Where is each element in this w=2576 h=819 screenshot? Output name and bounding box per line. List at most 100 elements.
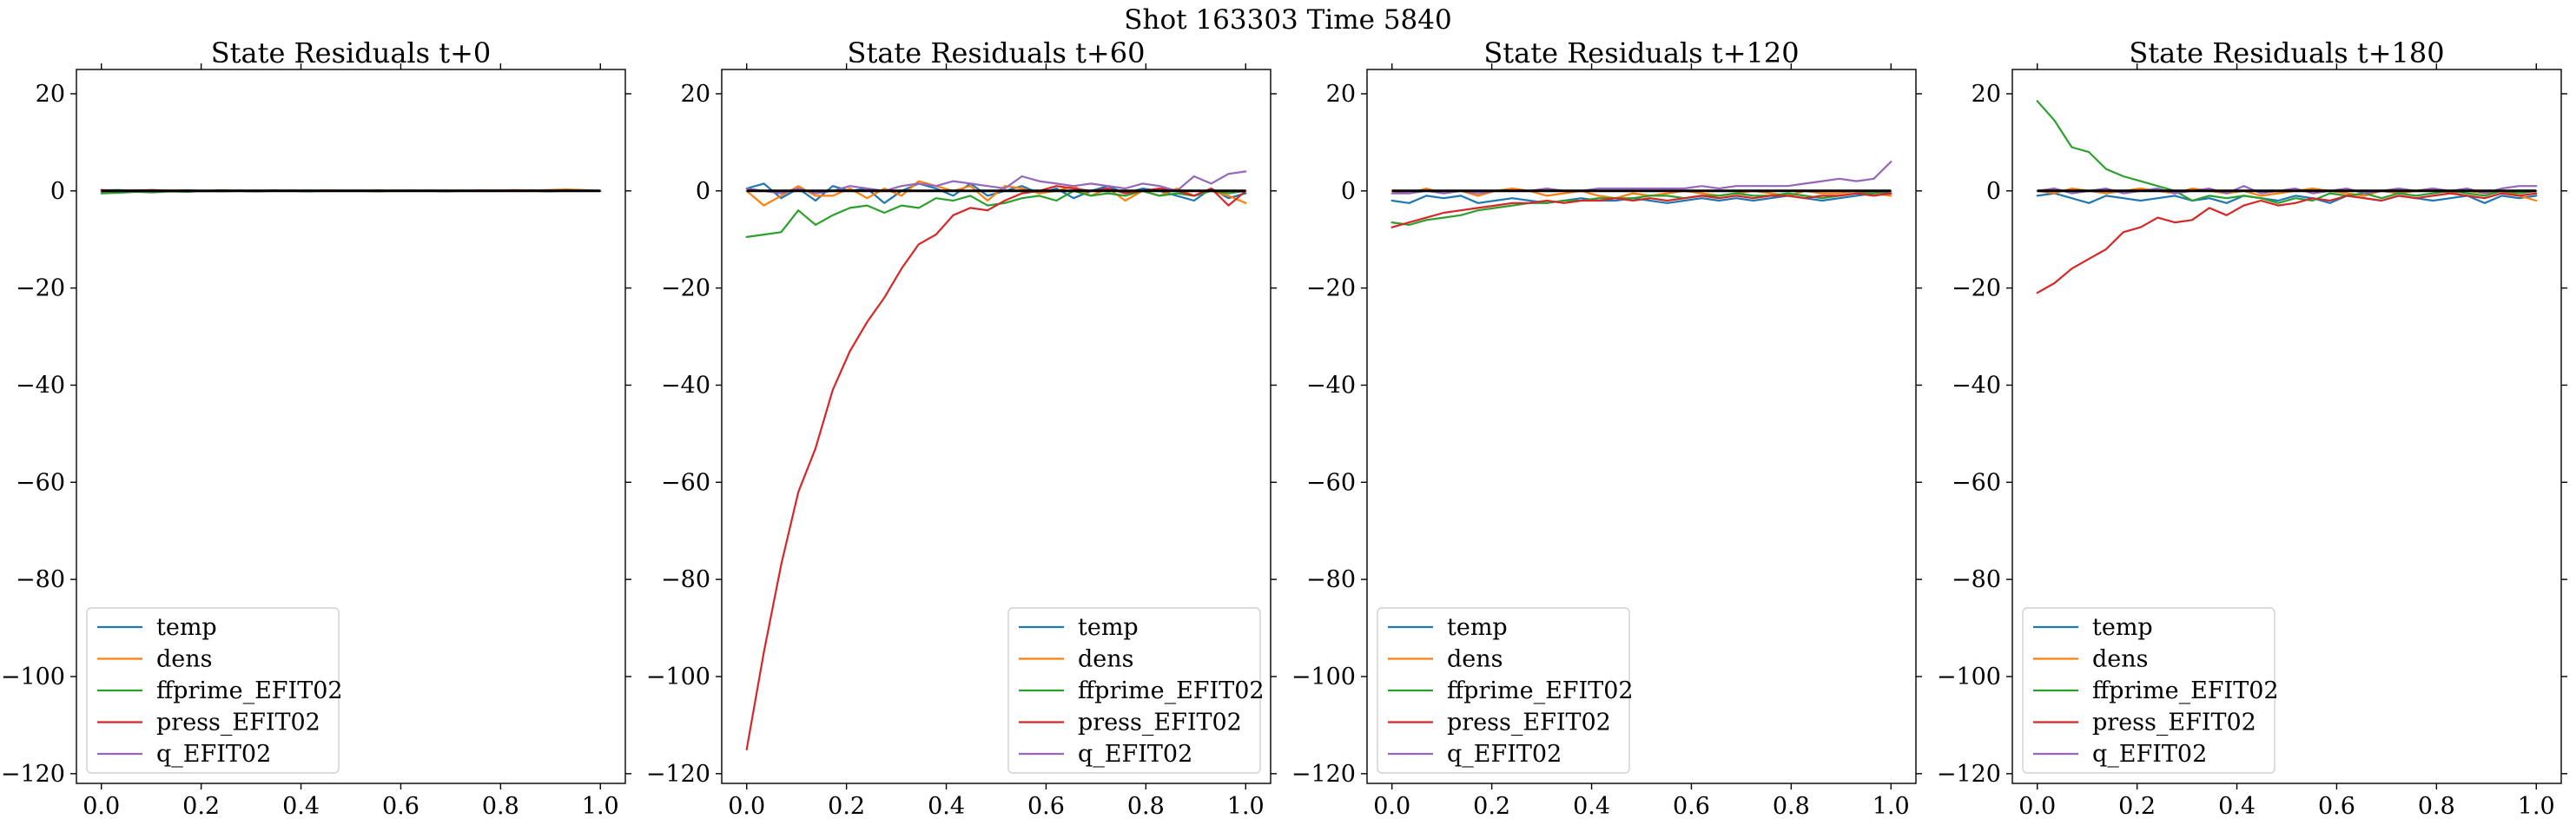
y-tick-label: 20: [1326, 81, 1356, 108]
x-tick-label: 0.0: [83, 793, 120, 819]
x-tick-label: 0.2: [2118, 793, 2156, 819]
figure-suptitle: Shot 163303 Time 5840: [1124, 4, 1451, 36]
y-tick-label: −40: [1952, 372, 2001, 399]
legend-label: dens: [2092, 646, 2149, 673]
x-tick-label: 0.6: [1027, 793, 1065, 819]
legend-box: [2022, 607, 2275, 774]
legend-label: temp: [1447, 614, 1508, 641]
y-tick-label: −120: [1291, 761, 1356, 788]
y-tick-label: 0: [1341, 178, 1356, 205]
x-tick-label: 0.0: [2018, 793, 2056, 819]
plot-area: [100, 188, 602, 195]
panel-title: State Residuals t+120: [1483, 36, 1799, 69]
y-tick-label: −80: [16, 566, 65, 593]
x-tick-label: 0.8: [2418, 793, 2455, 819]
series-line-ffprime_EFIT02: [1390, 189, 1892, 226]
legend-label: temp: [2092, 614, 2153, 641]
chart-panel-3: State Residuals t+180 20 0 −20 −40 −60 −80 −100…: [1937, 36, 2567, 819]
axes-frame: [76, 69, 626, 784]
panels-container: State Residuals t+0 20 0 −20 −40 −60 −80 −100 −1…: [1, 36, 2567, 819]
plot-area: [2036, 100, 2538, 294]
x-tick-label: 0.0: [1373, 793, 1410, 819]
legend-label: dens: [1078, 646, 1134, 673]
y-tick-label: −120: [1937, 761, 2001, 788]
x-tick-label: 0.4: [928, 793, 965, 819]
x-tick-label: 0.8: [1127, 793, 1165, 819]
legend-box: [1377, 607, 1630, 774]
legend-label: dens: [156, 646, 213, 673]
series-line-temp: [2036, 192, 2538, 204]
y-tick-label: −100: [1937, 664, 2001, 690]
y-tick-label: −60: [1306, 469, 1356, 496]
axes-frame: [1366, 69, 1917, 784]
legend-label: ffprime_EFIT02: [2092, 677, 2279, 704]
y-tick-label: 20: [1972, 81, 2001, 108]
panel-title: State Residuals t+0: [211, 36, 492, 69]
x-tick-label: 0.6: [1673, 793, 1710, 819]
x-tick-label: 0.2: [182, 793, 220, 819]
x-tick-label: 1.0: [1227, 793, 1265, 819]
series-line-ffprime_EFIT02: [745, 189, 1247, 238]
y-tick-label: −80: [661, 566, 710, 593]
y-tick-label: 0: [1986, 178, 2001, 205]
y-tick-label: −20: [1306, 275, 1356, 302]
y-tick-label: 0: [50, 178, 65, 205]
axes-frame: [721, 69, 1271, 784]
series-line-press_EFIT02: [745, 185, 1247, 751]
plot-area: [745, 170, 1247, 751]
y-tick-label: −40: [1306, 372, 1356, 399]
axes-frame: [2011, 69, 2562, 784]
series-line-q_EFIT02: [1390, 161, 1892, 195]
y-tick-label: 0: [696, 178, 710, 205]
x-tick-label: 1.0: [1873, 793, 1910, 819]
y-tick-label: −60: [661, 469, 710, 496]
y-tick-label: −100: [646, 664, 710, 690]
y-tick-label: −20: [16, 275, 65, 302]
legend-label: press_EFIT02: [2092, 710, 2256, 736]
x-tick-label: 0.2: [828, 793, 865, 819]
chart-panel-0: State Residuals t+0 20 0 −20 −40 −60 −80 −100 −1…: [1, 36, 631, 819]
legend-label: q_EFIT02: [1447, 741, 1562, 768]
y-tick-label: −40: [16, 372, 65, 399]
chart-panel-1: State Residuals t+60 20 0 −20 −40 −60 −80 −100 −…: [646, 36, 1277, 819]
legend-box: [1007, 607, 1261, 774]
y-tick-label: −60: [1952, 469, 2001, 496]
legend-label: press_EFIT02: [1078, 710, 1242, 736]
legend-label: temp: [1078, 614, 1139, 641]
x-tick-label: 0.4: [1573, 793, 1610, 819]
legend-label: ffprime_EFIT02: [1447, 677, 1634, 704]
legend: temp dens ffprime_EFIT02 press_EFIT02 q_EFIT…: [1377, 607, 1634, 774]
series-line-ffprime_EFIT02: [2036, 100, 2538, 204]
y-tick-label: 20: [681, 81, 710, 108]
legend-label: dens: [1447, 646, 1503, 673]
legend: temp dens ffprime_EFIT02 press_EFIT02 q_EFIT…: [2022, 607, 2279, 774]
chart-panel-2: State Residuals t+120 20 0 −20 −40 −60 −80 −100…: [1291, 36, 1922, 819]
series-line-press_EFIT02: [2036, 192, 2538, 294]
y-tick-label: −60: [16, 469, 65, 496]
y-tick-label: −20: [1952, 275, 2001, 302]
x-tick-label: 0.4: [2218, 793, 2256, 819]
x-tick-label: 0.2: [1473, 793, 1510, 819]
legend-label: ffprime_EFIT02: [156, 677, 343, 704]
legend: temp dens ffprime_EFIT02 press_EFIT02 q_EFIT…: [1007, 607, 1265, 774]
x-tick-label: 0.6: [2318, 793, 2355, 819]
x-tick-label: 1.0: [582, 793, 619, 819]
x-tick-label: 0.8: [482, 793, 519, 819]
y-tick-label: −100: [1, 664, 65, 690]
legend: temp dens ffprime_EFIT02 press_EFIT02 q_EFIT…: [86, 607, 343, 774]
legend-label: q_EFIT02: [156, 741, 271, 768]
y-tick-label: −20: [661, 275, 710, 302]
panel-title: State Residuals t+60: [848, 36, 1146, 69]
x-tick-label: 0.6: [382, 793, 419, 819]
legend-label: q_EFIT02: [2092, 741, 2207, 768]
legend-label: ffprime_EFIT02: [1078, 677, 1265, 704]
y-tick-label: −80: [1306, 566, 1356, 593]
x-tick-label: 0.8: [1773, 793, 1810, 819]
legend-label: press_EFIT02: [1447, 710, 1611, 736]
legend-box: [86, 607, 340, 774]
legend-label: temp: [156, 614, 217, 641]
x-tick-label: 1.0: [2518, 793, 2555, 819]
y-tick-label: −100: [1291, 664, 1356, 690]
y-tick-label: 20: [36, 81, 65, 108]
